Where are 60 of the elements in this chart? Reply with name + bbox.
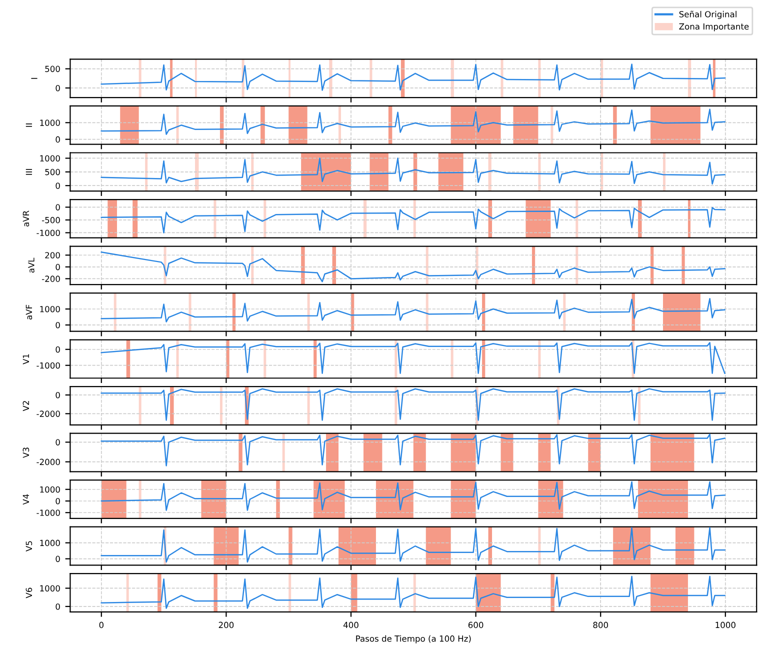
- y-axis-title: III: [26, 169, 32, 175]
- y-tick-label: 1000: [40, 585, 60, 592]
- y-tick-label: 500: [45, 168, 60, 176]
- y-axis-title: V4: [22, 494, 29, 505]
- y-axis-title: V6: [26, 588, 32, 598]
- line-series: [100, 108, 726, 135]
- y-tick-label: 0: [56, 392, 60, 398]
- line-series: [100, 64, 726, 91]
- y-tick-label: -1000: [36, 510, 60, 516]
- legend-label: Señal Original: [679, 10, 736, 19]
- y-axis-title: aVF: [26, 304, 32, 320]
- y-tick-label: 1000: [40, 155, 60, 162]
- y-tick-label: -2000: [36, 458, 60, 466]
- y-tick-label: 0: [56, 136, 60, 143]
- x-tick-label: 0: [99, 622, 104, 628]
- y-tick-label: 0: [56, 182, 60, 189]
- y-tick-label: 0: [56, 264, 60, 270]
- x-tick-label: 400: [343, 622, 358, 628]
- y-tick-label: 0: [56, 603, 60, 610]
- x-tick-label: 200: [218, 622, 234, 628]
- y-tick-label: 200: [45, 252, 60, 258]
- x-tick-label: 800: [593, 622, 608, 628]
- line-series: [100, 342, 726, 374]
- line-series: [100, 527, 726, 563]
- legend-label: Zona Importante: [679, 23, 749, 32]
- line-series: [100, 298, 726, 322]
- y-tick-label: -1000: [36, 230, 60, 236]
- y-axis-title: aVR: [22, 210, 30, 226]
- y-axis-title: V2: [22, 401, 29, 412]
- x-tick-label: 600: [468, 622, 484, 628]
- y-tick-label: 0: [56, 84, 60, 92]
- line-series: [100, 434, 726, 466]
- y-tick-label: 500: [45, 66, 60, 72]
- x-axis-title: Pasos de Tiempo (a 100 Hz): [356, 635, 471, 644]
- y-tick-label: 1000: [40, 486, 60, 493]
- y-tick-label: 0: [56, 346, 60, 353]
- y-tick-label: 1000: [40, 120, 60, 126]
- y-tick-label: 0: [56, 556, 60, 562]
- line-series: [100, 207, 726, 234]
- y-tick-label: 0: [56, 439, 60, 446]
- y-tick-label: -1000: [36, 362, 60, 369]
- line-series: [100, 158, 726, 185]
- y-tick-label: -500: [42, 216, 60, 224]
- y-axis-title: V3: [22, 448, 30, 458]
- line-series: [100, 388, 726, 421]
- y-tick-label: 1000: [40, 306, 60, 312]
- y-tick-label: 0: [56, 204, 60, 210]
- y-tick-label: -200: [42, 276, 60, 282]
- line-series: [100, 576, 726, 609]
- y-tick-label: 0: [56, 322, 60, 328]
- y-axis-title: II: [26, 124, 32, 127]
- x-tick-label: 1000: [716, 622, 736, 628]
- y-tick-label: 1000: [40, 540, 60, 546]
- y-tick-label: -2000: [36, 410, 60, 417]
- y-axis-title: I: [31, 78, 38, 79]
- y-axis-title: V1: [22, 354, 29, 364]
- y-axis-title: V5: [26, 541, 32, 552]
- line-series: [100, 252, 726, 282]
- y-tick-label: 0: [56, 498, 60, 504]
- y-axis-title: aVL: [28, 258, 34, 273]
